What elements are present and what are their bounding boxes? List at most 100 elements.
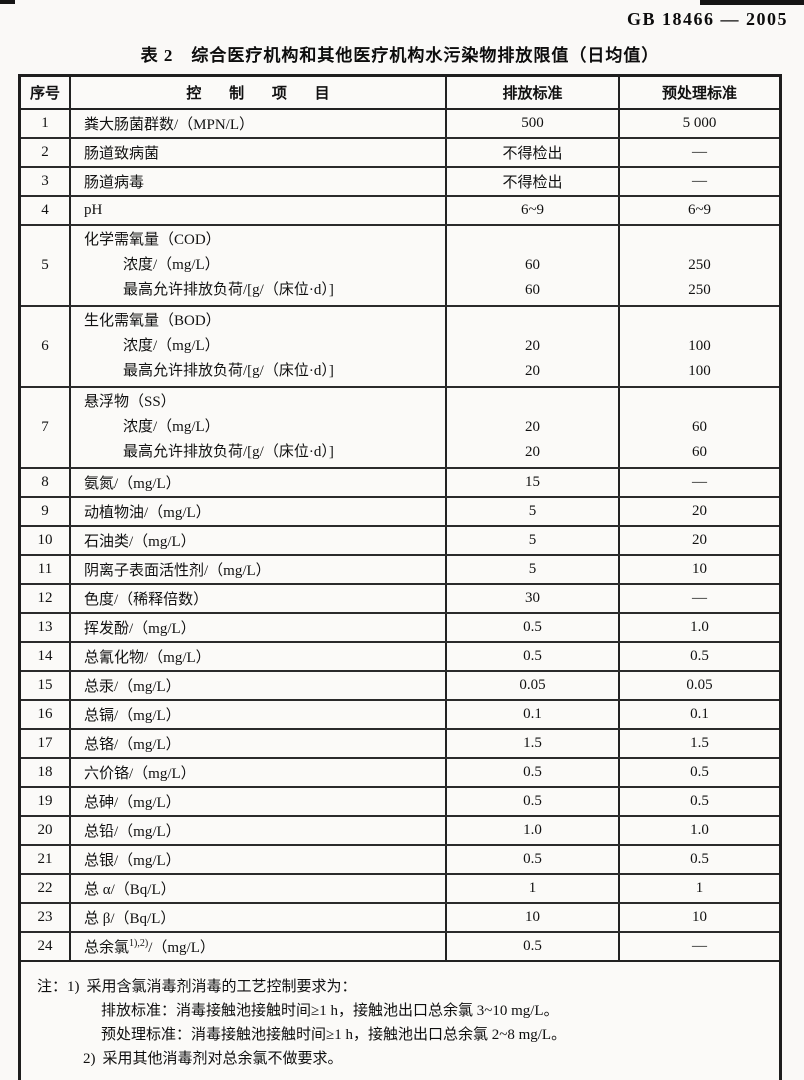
table-row: 20 总铅/（mg/L） 1.0 1.0 (21, 817, 779, 846)
discharge-value: 15 (525, 474, 540, 490)
control-item-text: 总铬/（mg/L） (84, 737, 181, 753)
discharge-value: 20 (525, 419, 540, 435)
control-item-cell: 肠道病毒 (71, 168, 447, 195)
pretreatment-value: — (692, 590, 707, 606)
row-serial-number: 1 (21, 110, 71, 137)
discharge-value: 不得检出 (502, 146, 563, 162)
discharge-value: 0.5 (523, 851, 542, 867)
serial-number-text: 7 (41, 419, 49, 435)
table-row: 16 总镉/（mg/L） 0.1 0.1 (21, 701, 779, 730)
row-serial-number: 5 (21, 226, 71, 305)
table-row: 8 氨氮/（mg/L） 15 — (21, 469, 779, 498)
row-serial-number: 12 (21, 585, 71, 612)
discharge-value: 0.5 (523, 793, 542, 809)
table-row: 7 悬浮物（SS） 浓度/（mg/L） 最高允许排放负荷/[g/（床位·d）] 20 20… (21, 388, 779, 469)
control-item-text: 色度/（稀释倍数） (84, 592, 209, 608)
discharge-standard-cell: 5 (447, 498, 620, 525)
control-item-cell: 生化需氧量（BOD） 浓度/（mg/L） 最高允许排放负荷/[g/（床位·d）] (71, 307, 447, 386)
pretreatment-value: — (692, 474, 707, 490)
table-row: 5 化学需氧量（COD） 浓度/（mg/L） 最高允许排放负荷/[g/（床位·d）] 6… (21, 226, 779, 307)
control-item-text: 悬浮物（SS） (84, 394, 176, 410)
pretreatment-value: 0.5 (690, 648, 709, 664)
serial-number-text: 3 (41, 173, 49, 189)
pretreatment-value: 1.0 (690, 619, 709, 635)
pretreatment-value: 1.5 (690, 735, 709, 751)
pretreatment-value: 0.1 (690, 706, 709, 722)
table-row: 23 总 β/（Bq/L） 10 10 (21, 904, 779, 933)
pretreatment-standard-cell: 5 000 (620, 110, 779, 137)
table-row: 2 肠道致病菌 不得检出 — (21, 139, 779, 168)
discharge-standard-cell: 10 (447, 904, 620, 931)
serial-number-text: 9 (41, 503, 49, 519)
control-item-cell: 肠道致病菌 (71, 139, 447, 166)
table-row: 13 挥发酚/（mg/L） 0.5 1.0 (21, 614, 779, 643)
discharge-value: 1.5 (523, 735, 542, 751)
serial-number-text: 1 (41, 115, 49, 131)
serial-number-text: 8 (41, 474, 49, 490)
discharge-standard-cell: 60 60 (447, 226, 620, 305)
control-item-text: 总氰化物/（mg/L） (84, 650, 211, 666)
pretreatment-value: 60 (692, 444, 707, 460)
control-item-text: 总 β/（Bq/L） (84, 911, 176, 927)
discharge-standard-cell: 1 (447, 875, 620, 902)
table-row: 3 肠道病毒 不得检出 — (21, 168, 779, 197)
row-serial-number: 4 (21, 197, 71, 224)
control-item-text: 最高允许排放负荷/[g/（床位·d）] (123, 363, 334, 379)
discharge-standard-cell: 500 (447, 110, 620, 137)
note-line: 2) 采用其他消毒剂对总余氯不做要求。 (83, 1047, 765, 1071)
row-serial-number: 10 (21, 527, 71, 554)
control-item-text: 总汞/（mg/L） (84, 679, 181, 695)
control-item-cell: 总汞/（mg/L） (71, 672, 447, 699)
discharge-value: 60 (525, 282, 540, 298)
table-notes: 注：1) 采用含氯消毒剂消毒的工艺控制要求为： 排放标准：消毒接触池接触时间≥1 … (21, 962, 779, 1080)
control-item-cell: pH (71, 197, 447, 224)
pretreatment-value: 60 (692, 419, 707, 435)
pretreatment-value (620, 390, 779, 415)
discharge-value: 5 (528, 532, 537, 548)
control-item-cell: 总 β/（Bq/L） (71, 904, 447, 931)
serial-number-text: 10 (37, 532, 53, 548)
header-control-item: 控 制 项 目 (71, 77, 447, 108)
control-item-cell: 总镉/（mg/L） (71, 701, 447, 728)
control-item-cell: 色度/（稀释倍数） (71, 585, 447, 612)
table-row: 6 生化需氧量（BOD） 浓度/（mg/L） 最高允许排放负荷/[g/（床位·d）] 2… (21, 307, 779, 388)
discharge-value: 0.05 (519, 677, 546, 693)
header-discharge-standard: 排放标准 (447, 77, 620, 108)
control-item-text: pH (84, 202, 103, 218)
control-item-text: 化学需氧量（COD） (84, 232, 221, 248)
control-item-cell: 总氰化物/（mg/L） (71, 643, 447, 670)
discharge-value: 6~9 (520, 202, 545, 218)
pretreatment-value (620, 309, 779, 334)
pretreatment-value: 20 (692, 532, 707, 548)
pretreatment-value: — (692, 173, 707, 189)
discharge-standard-cell: 不得检出 (447, 168, 620, 195)
pretreatment-value: 0.5 (690, 764, 709, 780)
serial-number-text: 11 (37, 561, 53, 577)
pretreatment-standard-cell: 0.05 (620, 672, 779, 699)
control-item-text: 最高允许排放负荷/[g/（床位·d）] (123, 444, 334, 460)
pretreatment-standard-cell: — (620, 168, 779, 195)
pretreatment-standard-cell: 0.5 (620, 759, 779, 786)
discharge-standard-cell: 5 (447, 556, 620, 583)
table-row: 10 石油类/（mg/L） 5 20 (21, 527, 779, 556)
control-item-text: 最高允许排放负荷/[g/（床位·d）] (123, 282, 334, 298)
control-item-text: 生化需氧量（BOD） (84, 313, 221, 329)
table-header-row: 序号 控 制 项 目 排放标准 预处理标准 (21, 77, 779, 110)
control-item-text: 总银/（mg/L） (84, 853, 181, 869)
control-item-text: 肠道致病菌 (84, 146, 160, 162)
pretreatment-value: 0.5 (690, 851, 709, 867)
serial-number-text: 12 (37, 590, 53, 606)
serial-number-text: 2 (41, 144, 49, 160)
pretreatment-standard-cell: 1.0 (620, 614, 779, 641)
table-row: 24 总余氯1),2)/（mg/L） 0.5 — (21, 933, 779, 962)
discharge-standard-cell: 5 (447, 527, 620, 554)
control-item-cell: 阴离子表面活性剂/（mg/L） (71, 556, 447, 583)
scan-artifact-top-right (700, 0, 804, 5)
discharge-standard-cell: 0.5 (447, 846, 620, 873)
discharge-standard-cell: 0.5 (447, 933, 620, 960)
serial-number-text: 14 (37, 648, 53, 664)
serial-number-text: 22 (37, 880, 53, 896)
discharge-standard-cell: 0.1 (447, 701, 620, 728)
pretreatment-value: 1 (695, 880, 704, 896)
